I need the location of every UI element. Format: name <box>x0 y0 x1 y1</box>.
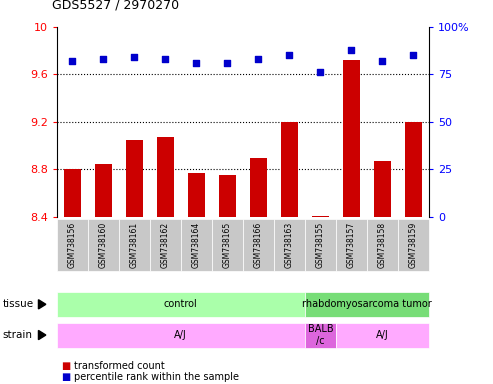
Text: GSM738162: GSM738162 <box>161 222 170 268</box>
Bar <box>405 122 422 217</box>
Text: GSM738165: GSM738165 <box>223 222 232 268</box>
Bar <box>312 216 329 217</box>
Point <box>285 52 293 58</box>
Bar <box>188 173 205 217</box>
Text: GSM738163: GSM738163 <box>285 222 294 268</box>
Point <box>410 52 418 58</box>
Text: GSM738166: GSM738166 <box>254 222 263 268</box>
Text: transformed count: transformed count <box>74 361 165 371</box>
Bar <box>126 140 143 217</box>
Bar <box>219 175 236 217</box>
Text: BALB
/c: BALB /c <box>308 324 333 346</box>
Point <box>99 56 107 62</box>
Text: GSM738159: GSM738159 <box>409 222 418 268</box>
Bar <box>64 169 81 217</box>
Point <box>317 70 324 76</box>
Text: ■: ■ <box>62 361 71 371</box>
Text: A/J: A/J <box>376 330 389 340</box>
Point <box>68 58 76 64</box>
Text: A/J: A/J <box>175 330 187 340</box>
Point <box>379 58 387 64</box>
Text: tissue: tissue <box>2 299 34 310</box>
Point <box>348 46 355 53</box>
Text: ■: ■ <box>62 372 71 382</box>
Text: GSM738155: GSM738155 <box>316 222 325 268</box>
Point <box>130 54 138 60</box>
Text: control: control <box>164 299 198 310</box>
Bar <box>250 157 267 217</box>
Text: GSM738157: GSM738157 <box>347 222 356 268</box>
Text: GSM738158: GSM738158 <box>378 222 387 268</box>
Text: rhabdomyosarcoma tumor: rhabdomyosarcoma tumor <box>302 299 432 310</box>
Text: GSM738161: GSM738161 <box>130 222 139 268</box>
Bar <box>374 161 391 217</box>
Bar <box>95 164 112 217</box>
Point <box>223 60 231 66</box>
Text: GSM738156: GSM738156 <box>68 222 77 268</box>
Text: GSM738164: GSM738164 <box>192 222 201 268</box>
Bar <box>343 60 360 217</box>
Point <box>254 56 262 62</box>
Text: GSM738160: GSM738160 <box>99 222 108 268</box>
Point <box>192 60 200 66</box>
Text: percentile rank within the sample: percentile rank within the sample <box>74 372 239 382</box>
Text: GDS5527 / 2970270: GDS5527 / 2970270 <box>52 0 179 12</box>
Point <box>161 56 169 62</box>
Bar <box>281 122 298 217</box>
Text: strain: strain <box>2 330 33 340</box>
Bar <box>157 137 174 217</box>
